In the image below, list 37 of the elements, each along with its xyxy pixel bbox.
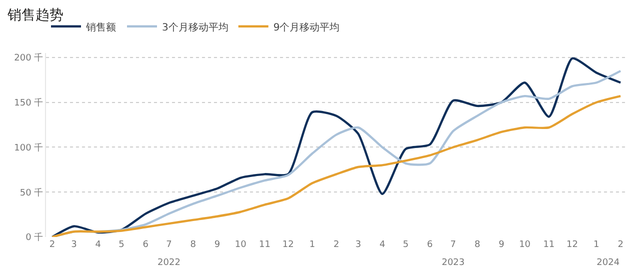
chart-title: 销售趋势	[6, 8, 64, 24]
x-tick-label: 12	[282, 240, 294, 250]
x-tick-label: 1	[594, 240, 600, 250]
x-tick-label: 6	[142, 240, 149, 250]
y-tick-label: 150 千	[14, 98, 44, 109]
x-tick-label: 5	[118, 240, 124, 250]
x-tick-label: 7	[450, 240, 456, 250]
y-tick-label: 100 千	[14, 142, 44, 154]
x-tick-label: 2	[618, 240, 624, 250]
x-tick-label: 6	[426, 240, 433, 250]
x-tick-label: 9	[498, 240, 505, 250]
x-tick-label: 8	[474, 240, 480, 250]
x2-tick-label: 2022	[158, 258, 180, 268]
x-tick-label: 10	[234, 240, 247, 250]
x-tick-label: 2	[334, 240, 340, 250]
y-tick-label: 50 千	[20, 187, 44, 198]
x-tick-label: 2	[49, 240, 56, 250]
x-tick-label: 1	[309, 240, 316, 250]
x2-tick-label: 2023	[442, 258, 465, 268]
x-tick-label: 11	[259, 240, 270, 250]
x-tick-label: 8	[190, 240, 196, 250]
x-tick-label: 5	[402, 240, 409, 250]
x-tick-label: 9	[214, 240, 220, 250]
x-tick-label: 12	[566, 240, 578, 250]
x-tick-label: 11	[543, 240, 555, 250]
legend-label: 销售额	[85, 21, 116, 34]
x-tick-label: 3	[355, 240, 362, 250]
legend-label: 3个月移动平均	[162, 21, 228, 34]
x-tick-label: 7	[166, 240, 172, 250]
y-tick-label: 0 千	[26, 232, 44, 244]
y-tick-label: 200 千	[14, 52, 44, 64]
legend-label: 9个月移动平均	[273, 21, 340, 34]
x2-tick-label: 2024	[596, 258, 620, 268]
x-tick-label: 4	[95, 240, 102, 250]
x-tick-label: 4	[379, 240, 386, 250]
x-tick-label: 10	[519, 240, 531, 250]
x-tick-label: 3	[71, 240, 77, 250]
